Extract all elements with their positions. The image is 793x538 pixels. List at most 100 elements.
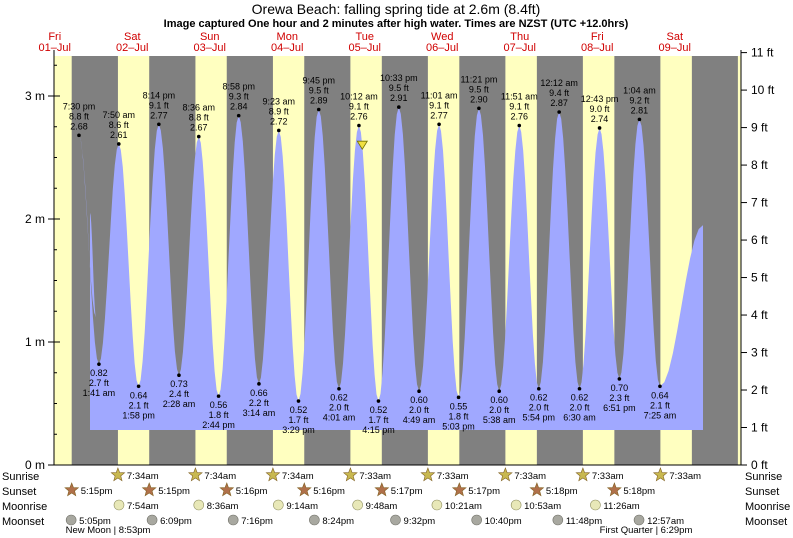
low-tide-point (577, 386, 582, 391)
high-tide-time: 1:04 am (623, 85, 656, 95)
day-name-label: Tue (355, 31, 374, 43)
low-tide-time: 1:58 pm (122, 410, 155, 420)
moonset-time: 10:40pm (485, 516, 522, 527)
low-tide-feet: 2.0 ft (409, 405, 430, 415)
high-tide-time: 10:33 pm (380, 73, 418, 83)
day-name-label: Mon (277, 31, 298, 43)
high-tide-point (477, 106, 481, 111)
right-tick-label: 7 ft (751, 196, 768, 210)
sunset-time: 5:18pm (623, 486, 655, 497)
high-tide-metres: 2.77 (150, 110, 168, 120)
day-name-label: Sun (200, 31, 220, 43)
high-tide-feet: 9.1 ft (509, 102, 530, 112)
sunrise-icon (420, 467, 436, 482)
sunrise-icon (187, 467, 203, 482)
high-tide-feet: 8.9 ft (269, 106, 290, 116)
low-tide-point (216, 394, 221, 398)
low-tide-time: 6:51 pm (603, 403, 636, 413)
high-tide-time: 8:36 am (183, 103, 216, 113)
low-tide-point (658, 384, 662, 389)
low-tide-metres: 0.70 (611, 383, 629, 393)
low-tide-time: 2:28 am (163, 399, 196, 409)
day-date-label: 08–Jul (581, 42, 613, 54)
moonrise-icon (113, 499, 125, 511)
moonrise-time: 10:21am (445, 501, 482, 512)
right-tick-label: 1 ft (751, 421, 768, 435)
high-tide-time: 9:23 am (263, 96, 296, 106)
low-tide-time: 4:49 am (403, 415, 436, 425)
low-tide-point (136, 384, 141, 389)
moonrise-time: 10:53am (524, 501, 561, 512)
high-tide-metres: 2.90 (470, 94, 488, 104)
high-tide-metres: 2.87 (550, 98, 568, 108)
moonset-icon (633, 514, 645, 526)
high-tide-metres: 2.74 (591, 114, 609, 124)
high-tide-metres: 2.89 (310, 96, 328, 106)
left-tick-label: 0 m (25, 458, 45, 472)
low-tide-feet: 1.7 ft (288, 415, 309, 425)
sunset-time: 5:16pm (236, 486, 268, 497)
high-tide-time: 11:21 pm (460, 74, 497, 84)
sunrise-icon (342, 467, 358, 482)
high-tide-feet: 9.1 ft (149, 100, 170, 110)
moonset-icon (227, 514, 239, 526)
high-tide-time: 12:43 pm (581, 94, 619, 104)
sunset-time: 5:15pm (158, 486, 190, 497)
high-tide-feet: 8.8 ft (189, 113, 210, 123)
sunset-time: 5:17pm (391, 486, 423, 497)
low-tide-feet: 1.7 ft (368, 415, 389, 425)
high-tide-metres: 2.68 (70, 121, 88, 131)
low-tide-feet: 2.4 ft (169, 389, 190, 399)
sunrise-icon (110, 467, 126, 482)
high-tide-point (397, 105, 401, 109)
low-tide-metres: 0.62 (330, 393, 348, 403)
sunset-time: 5:16pm (313, 486, 345, 497)
day-name-label: Sat (124, 31, 141, 43)
low-tide-time: 5:38 am (483, 415, 516, 425)
moonset-icon (146, 514, 158, 526)
current-level-marker (356, 140, 368, 150)
sunset-icon (529, 482, 545, 497)
moonset-time: 8:24pm (322, 516, 354, 527)
low-tide-point (417, 389, 421, 394)
low-tide-point (537, 386, 541, 391)
day-date-label: 06–Jul (426, 42, 458, 54)
sunset-icon (296, 482, 312, 497)
sunrise-icon (497, 467, 513, 482)
right-tick-label: 0 ft (751, 458, 768, 472)
high-tide-metres: 2.81 (631, 105, 649, 115)
moonrise-time: 7:54am (127, 501, 159, 512)
sunset-icon (451, 482, 467, 497)
moonset-time: 12:57am (647, 516, 684, 527)
moonrise-icon (510, 499, 522, 511)
moonset-time: 11:48pm (566, 516, 602, 527)
sunset-time: 5:18pm (546, 486, 578, 497)
day-name-label: Wed (431, 31, 453, 43)
moonrise-time: 11:26am (603, 501, 639, 512)
high-tide-feet: 9.5 ft (469, 84, 490, 94)
day-date-label: 01–Jul (39, 42, 71, 54)
right-tick-label: 10 ft (751, 83, 775, 97)
low-tide-time: 4:01 am (323, 413, 356, 423)
moonrise-icon (193, 499, 205, 511)
low-tide-point (617, 377, 622, 381)
right-tick-label: 3 ft (751, 346, 768, 360)
high-tide-metres: 2.91 (390, 93, 408, 103)
low-tide-time: 5:54 pm (523, 413, 556, 423)
moonrise-time: 8:36am (207, 501, 239, 512)
high-tide-point (557, 110, 561, 114)
sunrise-time: 7:33am (359, 471, 391, 482)
low-tide-time: 5:03 pm (442, 421, 475, 431)
sunrise-time: 7:33am (592, 471, 624, 482)
moonset-icon (309, 514, 320, 526)
low-tide-point (497, 389, 501, 394)
low-tide-metres: 0.56 (210, 400, 228, 410)
high-tide-metres: 2.84 (230, 102, 248, 112)
high-tide-metres: 2.67 (190, 123, 208, 133)
moonrise-icon (431, 499, 443, 511)
moonset-time: 5:05pm (79, 516, 111, 527)
low-tide-point (257, 382, 261, 386)
sunset-icon (374, 482, 390, 497)
high-tide-feet: 9.0 ft (590, 104, 611, 114)
low-tide-point (296, 399, 301, 403)
